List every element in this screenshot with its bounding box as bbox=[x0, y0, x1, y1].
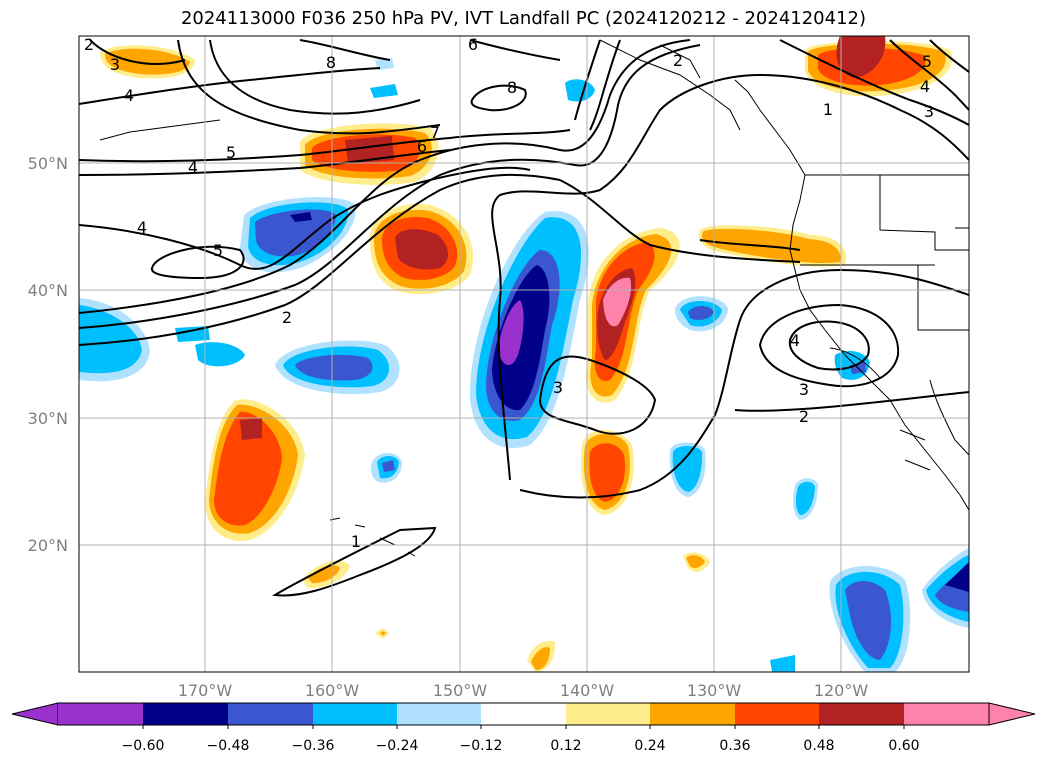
contour-label: 4 bbox=[188, 158, 198, 177]
lon-tick-label: 130°W bbox=[687, 681, 742, 700]
lon-tick-label: 120°W bbox=[814, 681, 869, 700]
contour-label: 2 bbox=[799, 407, 809, 426]
contour-label: 2 bbox=[673, 51, 683, 70]
contour-label: 2 bbox=[84, 35, 94, 54]
colorbar-swatch bbox=[904, 703, 989, 725]
contour-label: 4 bbox=[790, 331, 800, 350]
contour-label: 4 bbox=[124, 86, 134, 105]
lon-tick-label: 170°W bbox=[178, 681, 233, 700]
contour-labels: 2 4 4 5 4 5 6 7 6 8 8 3 2 3 4 1 3 4 5 1 … bbox=[84, 35, 934, 551]
negative-anomaly-southeast bbox=[829, 548, 969, 672]
positive-anomaly-west bbox=[205, 399, 305, 541]
contour-label: 4 bbox=[137, 218, 147, 237]
colorbar-swatch bbox=[650, 703, 735, 725]
contour-label: 8 bbox=[507, 78, 517, 97]
contour-label: 4 bbox=[920, 77, 930, 96]
positive-anomaly-small bbox=[302, 552, 710, 672]
contour-label: 1 bbox=[823, 100, 833, 119]
colorbar-swatch bbox=[143, 703, 228, 725]
colorbar-tick-label: −0.48 bbox=[207, 738, 250, 754]
lat-tick-label: 20°N bbox=[28, 536, 68, 555]
contour-label: 3 bbox=[553, 378, 563, 397]
colorbar-swatch bbox=[481, 703, 566, 725]
colorbar-extend-low bbox=[11, 702, 59, 726]
colorbar-tick-label: 0.24 bbox=[634, 738, 665, 754]
colorbar-tick-label: −0.12 bbox=[460, 738, 503, 754]
negative-anomaly-west-edge bbox=[79, 298, 245, 382]
lon-tick-label: 160°W bbox=[305, 681, 360, 700]
map-frame bbox=[78, 35, 970, 673]
negative-anomaly-west-pacific bbox=[240, 197, 356, 273]
anomaly-shading bbox=[79, 36, 969, 672]
contour-label: 5 bbox=[922, 52, 932, 71]
negative-anomaly-subtropical bbox=[275, 340, 400, 395]
latitude-tick-labels: 20°N 30°N 40°N 50°N bbox=[28, 154, 68, 555]
contour-label: 6 bbox=[417, 137, 427, 156]
colorbar-swatch bbox=[819, 703, 904, 725]
positive-anomaly-central-east bbox=[580, 228, 680, 515]
colorbar-tick-label: −0.24 bbox=[376, 738, 419, 754]
negative-anomaly-east bbox=[370, 58, 870, 672]
negative-anomaly-central bbox=[469, 211, 589, 448]
lon-tick-label: 140°W bbox=[560, 681, 615, 700]
lon-tick-label: 150°W bbox=[433, 681, 488, 700]
colorbar-swatch bbox=[228, 703, 313, 725]
pv-contours bbox=[79, 39, 969, 597]
lat-tick-label: 40°N bbox=[28, 281, 68, 300]
contour-label: 8 bbox=[326, 53, 336, 72]
contour-label: 5 bbox=[226, 143, 236, 162]
contour-label: 3 bbox=[110, 55, 120, 74]
colorbar-swatch bbox=[735, 703, 819, 725]
colorbar-extend-high bbox=[988, 702, 1036, 726]
contour-label: 1 bbox=[351, 532, 361, 551]
contour-label: 3 bbox=[924, 102, 934, 121]
contour-label: 5 bbox=[213, 241, 223, 260]
colorbar-swatch bbox=[58, 703, 143, 725]
colorbar: −0.60 −0.48 −0.36 −0.24 −0.12 0.12 0.24 … bbox=[11, 702, 1036, 754]
contour-label: 7 bbox=[430, 123, 440, 142]
colorbar-tick-label: 0.60 bbox=[888, 738, 919, 754]
gridlines bbox=[79, 36, 969, 672]
colorbar-tick-label: −0.60 bbox=[122, 738, 165, 754]
lat-tick-label: 30°N bbox=[28, 409, 68, 428]
colorbar-tick-label: −0.36 bbox=[292, 738, 335, 754]
colorbar-swatch bbox=[313, 703, 397, 725]
longitude-tick-labels: 170°W 160°W 150°W 140°W 130°W 120°W bbox=[178, 681, 869, 700]
contour-label: 3 bbox=[799, 380, 809, 399]
contour-label: 2 bbox=[282, 308, 292, 327]
lat-tick-label: 50°N bbox=[28, 154, 68, 173]
positive-anomaly-north-pacific bbox=[100, 45, 474, 295]
colorbar-tick-label: 0.48 bbox=[803, 738, 834, 754]
colorbar-swatch bbox=[566, 703, 650, 725]
colorbar-tick-label: 0.36 bbox=[719, 738, 750, 754]
contour-label: 6 bbox=[468, 35, 478, 54]
colorbar-tick-label: 0.12 bbox=[550, 738, 581, 754]
figure-title: 2024113000 F036 250 hPa PV, IVT Landfall… bbox=[180, 8, 867, 29]
colorbar-swatch bbox=[397, 703, 481, 725]
positive-anomaly-northeast bbox=[698, 36, 953, 267]
